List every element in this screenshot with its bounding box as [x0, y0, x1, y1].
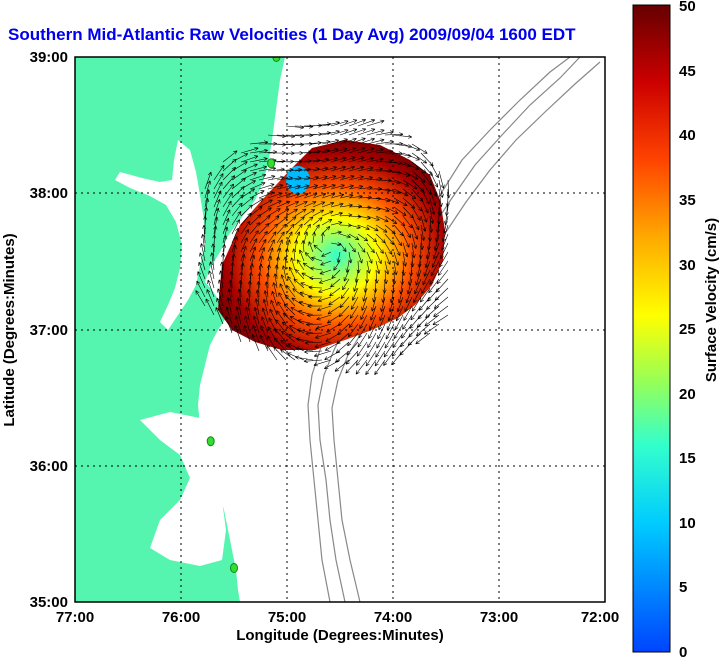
colorbar-tick-label: 40: [679, 127, 696, 144]
colorbar-ticks: 50 45 40 35 30 25 20 15 10 5 0: [679, 0, 696, 659]
y-tick-label: 37:00: [30, 322, 68, 339]
x-tick-label: 73:00: [480, 609, 518, 626]
x-ticks: 77:00 76:00 75:00 74:00 73:00 72:00: [56, 609, 619, 626]
x-tick-label: 72:00: [581, 609, 619, 626]
map-area: [75, 57, 605, 602]
x-tick-label: 75:00: [268, 609, 306, 626]
colorbar-tick-label: 20: [679, 386, 696, 403]
y-tick-label: 38:00: [30, 185, 68, 202]
chesapeake-bay: [115, 140, 205, 330]
plot-frame: [74, 56, 606, 603]
station-marker: [206, 436, 215, 447]
station-marker: [267, 158, 276, 169]
y-tick-label: 36:00: [30, 458, 68, 475]
y-axis-label: Latitude (Degrees:Minutes): [1, 233, 18, 426]
colorbar-label: Surface Velocity (cm/s): [703, 218, 720, 382]
colorbar-tick-label: 45: [679, 63, 696, 80]
colorbar-tick-label: 30: [679, 257, 696, 274]
pamlico-sound: [140, 412, 226, 566]
y-tick-label: 39:00: [30, 49, 68, 66]
colorbar-tick-label: 10: [679, 515, 696, 532]
stations: [206, 57, 281, 573]
chart-title: Southern Mid-Atlantic Raw Velocities (1 …: [8, 25, 576, 44]
station-marker: [272, 57, 281, 62]
vector-arrows: [195, 119, 451, 375]
x-tick-label: 74:00: [374, 609, 412, 626]
colorbar-tick-label: 50: [679, 0, 696, 15]
colorbar: [632, 4, 671, 653]
y-tick-label: 35:00: [30, 594, 68, 611]
y-ticks: 39:00 38:00 37:00 36:00 35:00: [30, 49, 68, 611]
x-tick-label: 76:00: [162, 609, 200, 626]
x-axis-label: Longitude (Degrees:Minutes): [236, 627, 444, 644]
x-tick-label: 77:00: [56, 609, 94, 626]
colorbar-tick-label: 0: [679, 644, 687, 659]
colorbar-tick-label: 15: [679, 450, 696, 467]
station-marker: [230, 562, 238, 573]
colorbar-tick-label: 5: [679, 579, 687, 596]
velocity-vectors: [195, 119, 451, 375]
grid: [75, 57, 605, 602]
colorbar-tick-label: 35: [679, 192, 696, 209]
colorbar-tick-label: 25: [679, 321, 696, 338]
